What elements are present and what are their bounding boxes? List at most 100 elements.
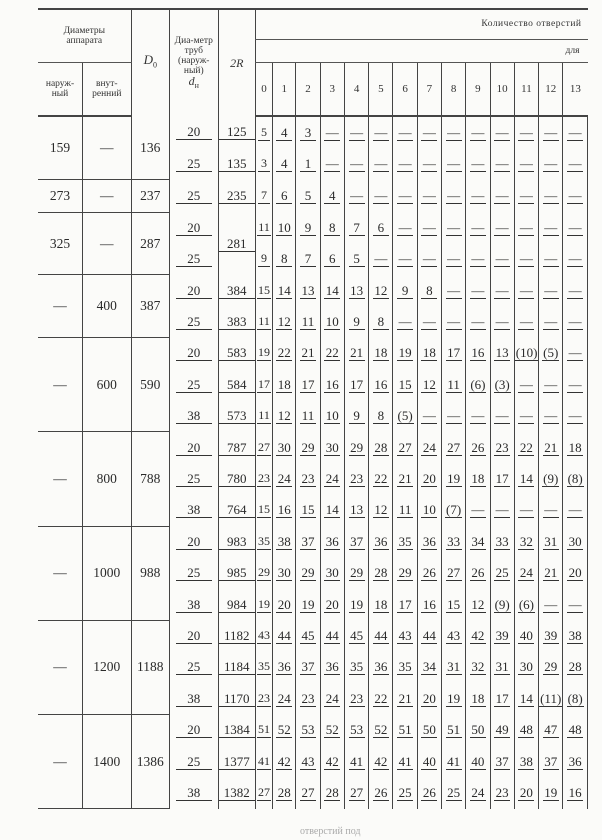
hole-count-cell-12-value: —	[542, 376, 559, 393]
hole-count-cell-1-value: 12	[276, 314, 293, 331]
hole-count-cell-12-value: (11)	[539, 690, 563, 707]
hole-count-cell-11: —	[513, 179, 539, 213]
hole-count-cell-8: 15	[440, 588, 466, 621]
tube-diameter-cell: 25	[168, 557, 219, 589]
two-r-cell: 235	[217, 179, 256, 213]
two-r-cell: 584	[217, 369, 256, 401]
hole-count-cell-6-value: —	[397, 156, 414, 173]
hole-count-cell-7: 26	[416, 777, 442, 809]
outer-diameter-cell: —	[38, 526, 83, 621]
hole-count-cell-6-value: 15	[397, 376, 414, 393]
hole-count-cell-9: —	[465, 400, 491, 432]
hole-count-cell-13-value: 48	[567, 722, 584, 739]
d0-cell: 237	[130, 179, 170, 213]
hole-count-cell-3-value: 14	[324, 502, 341, 519]
hole-count-cell-2: 5	[295, 179, 321, 213]
hole-count-cell-5-value: 36	[372, 659, 389, 676]
inner-diameter-cell: 1000	[82, 526, 132, 621]
hole-count-cell-12-value: 37	[542, 753, 559, 770]
hole-count-cell-1-value: 36	[276, 659, 293, 676]
hole-count-cell-7: 26	[416, 557, 442, 589]
hole-count-cell-0-value: 19	[257, 596, 272, 613]
hole-count-cell-8: 27	[440, 431, 466, 464]
hole-count-cell-13-value: —	[567, 282, 584, 299]
hole-count-cell-3: 14	[319, 274, 345, 307]
hole-count-cell-2: 3	[295, 116, 321, 149]
two-r-cell-value: 1184	[218, 659, 255, 676]
tube-diameter-cell: 38	[168, 588, 219, 621]
hole-count-cell-0-value: 41	[257, 753, 272, 770]
tube-diameter-cell: 25	[168, 651, 219, 684]
hole-count-cell-1-value: 52	[276, 722, 293, 739]
tube-diameter-cell-value: 20	[175, 440, 212, 456]
hole-count-cell-7: 10	[416, 494, 442, 527]
hole-count-cell-7-value: 10	[421, 502, 438, 519]
hole-count-cell-2-value: 5	[300, 188, 317, 204]
two-r-cell-value: 384	[218, 283, 255, 299]
hole-count-cell-6-value: 25	[397, 784, 414, 801]
two-r-cell-value: 383	[218, 314, 255, 331]
holes-count-header: Количество отверстий	[254, 7, 588, 40]
hole-count-cell-5: —	[368, 148, 393, 180]
hole-count-cell-2: 13	[295, 274, 321, 307]
hole-count-cell-1: 38	[272, 526, 296, 558]
hole-count-cell-0-value: 27	[257, 439, 272, 456]
hole-count-cell-6: —	[392, 212, 418, 244]
hole-count-cell-1: 30	[272, 431, 296, 464]
hole-count-cell-4: —	[343, 116, 369, 149]
hole-count-cell-5: —	[368, 116, 393, 149]
hole-count-cell-5-value: 28	[372, 439, 389, 456]
two-r-cell: 1182	[217, 620, 256, 652]
hole-count-cell-1-value: 4	[276, 125, 293, 141]
hole-count-cell-10-value: —	[494, 282, 511, 299]
column-header-1: 1	[272, 62, 296, 117]
column-header-6: 6	[392, 62, 418, 117]
hole-count-cell-1: 12	[272, 306, 296, 338]
hole-count-cell-12: 39	[538, 620, 563, 652]
hole-count-cell-8-value: 31	[445, 659, 462, 676]
hole-count-cell-2-value: 29	[300, 439, 317, 456]
hole-count-cell-11: —	[513, 494, 539, 527]
hole-count-cell-2: 45	[295, 620, 321, 652]
hole-count-cell-11-value: —	[518, 124, 535, 141]
hole-count-cell-6-value: 35	[397, 659, 414, 676]
tube-diameter-cell-value: 25	[175, 188, 212, 204]
hole-count-cell-9: —	[465, 212, 491, 244]
hole-count-cell-7-value: 44	[421, 627, 438, 644]
hole-count-cell-3-value: 30	[324, 565, 341, 582]
hole-count-cell-8: (7)	[440, 494, 466, 527]
hole-count-cell-0-value: 35	[257, 533, 272, 550]
hole-count-cell-12: (5)	[538, 337, 563, 370]
hole-count-cell-1-value: 30	[276, 565, 293, 582]
two-r-cell: 1170	[217, 683, 256, 715]
hole-count-cell-7-value: 40	[421, 753, 438, 770]
hole-count-cell-1: 24	[272, 463, 296, 495]
hole-count-cell-7: —	[416, 400, 442, 432]
hole-count-cell-1: 52	[272, 714, 296, 746]
hole-count-cell-2-value: 15	[300, 502, 317, 519]
hole-count-cell-7-value: —	[421, 219, 438, 236]
hole-count-cell-10-value: 33	[494, 533, 511, 550]
hole-count-cell-11: —	[513, 306, 539, 338]
hole-count-cell-10: 37	[489, 745, 515, 778]
tube-diameter-cell-value: 38	[175, 408, 212, 425]
hole-count-cell-13-value: 28	[567, 659, 584, 676]
hole-count-cell-4: —	[343, 179, 369, 213]
hole-count-cell-7-value: 20	[421, 690, 438, 707]
column-header-4: 4	[343, 62, 369, 117]
hole-count-cell-0: 19	[254, 337, 273, 370]
hole-count-cell-2-value: 27	[300, 784, 317, 801]
hole-count-cell-11-value: 14	[518, 690, 535, 707]
hole-count-cell-3: 36	[319, 526, 345, 558]
hole-count-cell-11: 20	[513, 777, 539, 809]
hole-count-cell-11: 14	[513, 463, 539, 495]
two-r-cell-value: 125	[218, 124, 255, 141]
hole-count-cell-0-value: 17	[257, 376, 272, 393]
outer-diameter-cell: 325	[38, 212, 83, 276]
hole-count-cell-11-value: —	[518, 502, 535, 519]
two-r-cell-value: 787	[218, 440, 255, 456]
hole-count-cell-9-value: 18	[469, 690, 486, 707]
hole-count-cell-11-value: —	[518, 251, 535, 268]
hole-count-cell-13: 16	[562, 777, 588, 809]
tube-diameter-cell-value: 20	[175, 534, 212, 550]
